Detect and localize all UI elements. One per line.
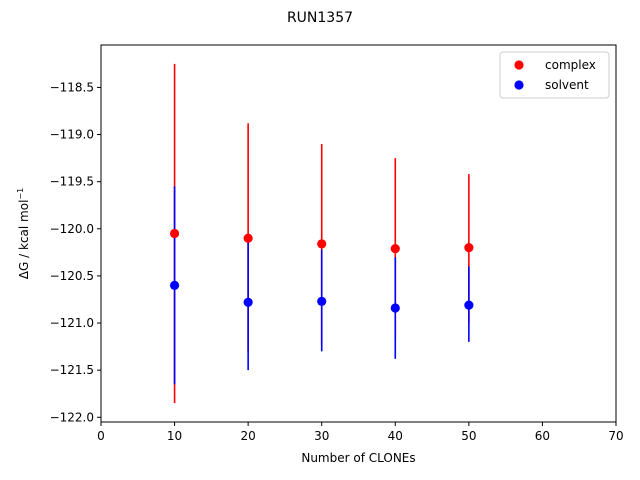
legend-label-complex: complex (545, 58, 596, 72)
axes: 0 10 20 30 40 50 60 70 −118.5 −119.0 −119.5 −120.0 −… (50, 44, 624, 443)
chart-title: RUN1357 (287, 10, 353, 26)
x-tick-label: 60 (535, 429, 550, 443)
legend-box (499, 51, 610, 99)
plot-area (169, 63, 474, 404)
x-tick-label: 0 (97, 429, 105, 443)
x-tick-label: 30 (314, 429, 329, 443)
data-point-complex-0 (169, 228, 180, 239)
y-tick-label: −122.0 (50, 410, 94, 424)
y-tick-label: −119.5 (50, 175, 94, 189)
legend-marker-solvent (514, 80, 524, 90)
y-tick-label: −118.5 (50, 80, 94, 94)
x-tick-label: 40 (388, 429, 403, 443)
data-point-complex-4 (464, 243, 474, 253)
data-point-solvent-3 (390, 303, 400, 313)
data-point-complex-3 (390, 243, 400, 254)
data-point-solvent-2 (317, 296, 327, 306)
axes-frame (100, 44, 617, 423)
y-axis-label-main: ΔG / kcal mol (17, 200, 31, 280)
y-axis-label: ΔG / kcal mol−1 (16, 188, 31, 279)
x-axis-label: Number of CLONEs (301, 451, 415, 465)
data-point-complex-2 (317, 239, 327, 249)
x-tick-label: 20 (241, 429, 256, 443)
y-tick-label: −121.5 (50, 363, 94, 377)
x-tick-label: 50 (461, 429, 476, 443)
x-tick-label: 10 (167, 429, 182, 443)
legend: complex solvent (499, 51, 610, 99)
y-tick-label: −120.5 (50, 269, 94, 283)
y-tick-label: −120.0 (50, 222, 94, 236)
data-point-solvent-1 (243, 297, 253, 307)
x-tick-label: 70 (608, 429, 623, 443)
data-point-complex-1 (243, 233, 253, 243)
legend-marker-complex (514, 60, 524, 70)
y-tick-label: −119.0 (50, 128, 94, 142)
legend-label-solvent: solvent (545, 78, 589, 92)
y-tick-label: −121.0 (50, 316, 94, 330)
data-point-solvent-0 (169, 280, 180, 290)
y-axis-label-superscript: −1 (16, 188, 25, 200)
data-point-solvent-4 (464, 300, 474, 310)
